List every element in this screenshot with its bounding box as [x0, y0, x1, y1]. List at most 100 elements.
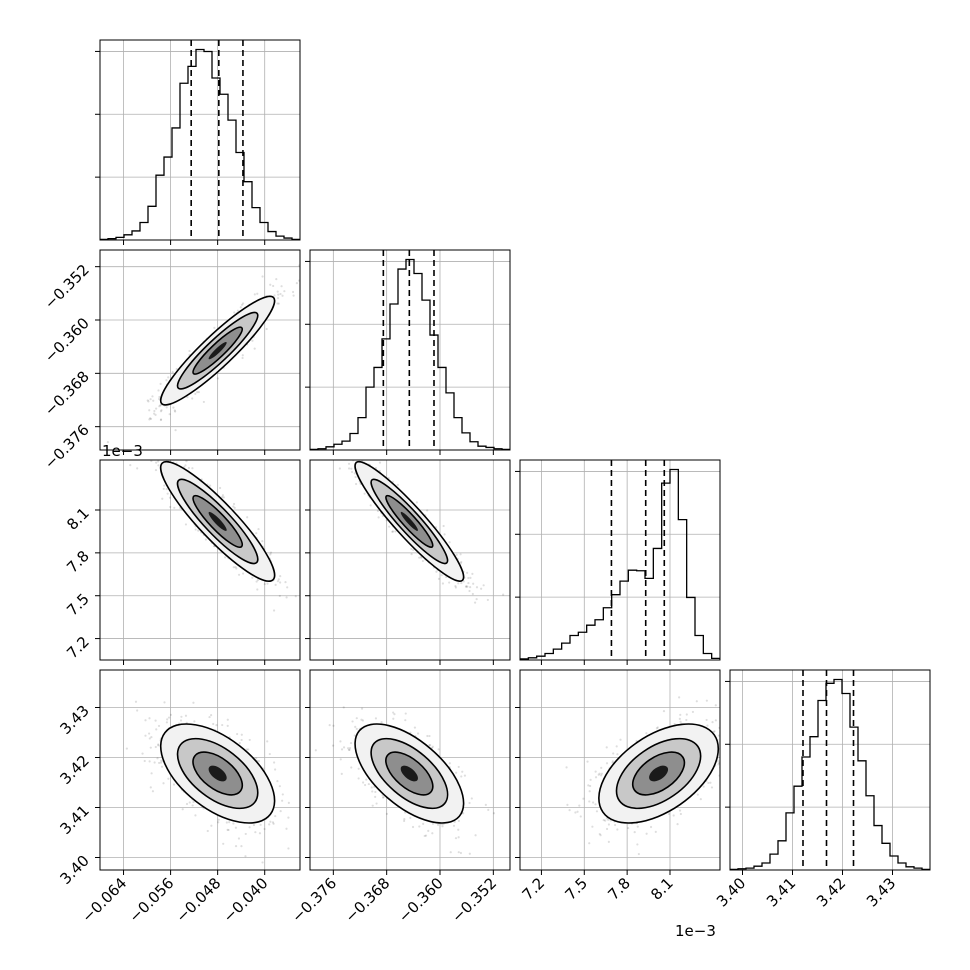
scatter-point [370, 786, 373, 789]
scatter-point [342, 746, 346, 749]
scatter-point [276, 290, 279, 293]
scatter-point [607, 840, 610, 843]
scatter-point [350, 470, 354, 474]
scatter-point [221, 495, 224, 499]
scatter-point [161, 497, 164, 500]
scatter-point [304, 597, 306, 599]
scatter-point [645, 832, 648, 835]
panel-1-1 [305, 249, 511, 455]
scatter-point [285, 596, 288, 599]
panel-frame [99, 249, 301, 451]
panel-content [310, 447, 510, 660]
scatter-point [271, 821, 275, 824]
scatter-point [167, 458, 169, 460]
scatter-point [355, 717, 358, 720]
scatter-point [428, 744, 431, 747]
scatter-point [717, 734, 720, 737]
scatter-point [461, 770, 464, 773]
panel-frame [99, 39, 301, 241]
scatter-point [396, 483, 400, 486]
scatter-point [422, 822, 425, 825]
scatter-point [148, 418, 151, 421]
y-tick-label: 3.40 [56, 852, 92, 888]
scatter-point [167, 777, 170, 780]
panel-content [310, 250, 510, 450]
scatter-point [455, 553, 458, 556]
scatter-point [633, 831, 636, 834]
scatter-point [388, 525, 391, 528]
scatter-point [154, 413, 157, 416]
scatter-point [266, 582, 269, 585]
scatter-point [347, 748, 351, 752]
scatter-point [141, 752, 144, 755]
scatter-point [162, 782, 165, 785]
scatter-point [221, 494, 225, 497]
scatter-point [472, 582, 475, 585]
scatter-point [163, 701, 166, 704]
scatter-point [279, 810, 282, 813]
panel-frame [519, 459, 721, 661]
scatter-point [162, 487, 165, 490]
y-offset-text: 1e−3 [102, 442, 143, 460]
scatter-point [459, 562, 462, 565]
scatter-point [678, 696, 681, 699]
scatter-point [144, 454, 146, 456]
scatter-point [356, 447, 358, 449]
scatter-point [162, 457, 164, 459]
scatter-point [378, 461, 382, 464]
scatter-point [188, 349, 191, 353]
panel-2-1 [305, 447, 511, 665]
scatter-point [371, 804, 374, 807]
scatter-point [244, 855, 247, 858]
scatter-point [457, 765, 460, 769]
scatter-point [257, 527, 260, 531]
scatter-point [411, 825, 415, 829]
density-contour [208, 511, 227, 531]
scatter-point [457, 851, 460, 854]
scatter-point [342, 706, 345, 709]
scatter-point [274, 583, 277, 586]
scatter-point [212, 722, 215, 726]
scatter-point [457, 828, 460, 831]
scatter-point [236, 732, 239, 736]
scatter-point [469, 576, 472, 579]
scatter-point [227, 828, 230, 832]
y-tick-label: 7.2 [63, 633, 93, 663]
scatter-point [627, 826, 630, 830]
scatter-point [427, 829, 430, 832]
scatter-point [338, 467, 341, 470]
scatter-point [706, 724, 709, 727]
scatter-point [134, 700, 138, 703]
scatter-point [159, 761, 163, 764]
scatter-point [374, 717, 378, 720]
scatter-point [287, 847, 290, 850]
x-tick-label: −0.056 [125, 874, 177, 926]
scatter-point [191, 804, 194, 807]
scatter-point [339, 758, 342, 761]
scatter-point [157, 460, 160, 463]
scatter-point [154, 719, 157, 722]
scatter-point [455, 771, 458, 774]
scatter-point [151, 457, 153, 459]
scatter-point [695, 700, 698, 703]
scatter-point [150, 772, 153, 775]
scatter-point [361, 719, 365, 722]
scatter-point [136, 709, 139, 712]
scatter-point [146, 399, 149, 402]
x-tick-label: −0.376 [288, 874, 340, 926]
scatter-point [284, 581, 287, 584]
scatter-point [263, 827, 266, 831]
scatter-point [232, 566, 235, 569]
scatter-point [276, 780, 279, 783]
scatter-point [285, 827, 288, 830]
scatter-point [263, 583, 266, 586]
scatter-point [278, 594, 281, 598]
scatter-point [253, 347, 256, 350]
scatter-point [452, 824, 456, 827]
scatter-point [409, 816, 412, 819]
scatter-point [240, 303, 244, 306]
scatter-point [294, 595, 297, 598]
scatter-point [287, 816, 290, 819]
scatter-point [454, 837, 458, 840]
scatter-point [403, 818, 406, 821]
